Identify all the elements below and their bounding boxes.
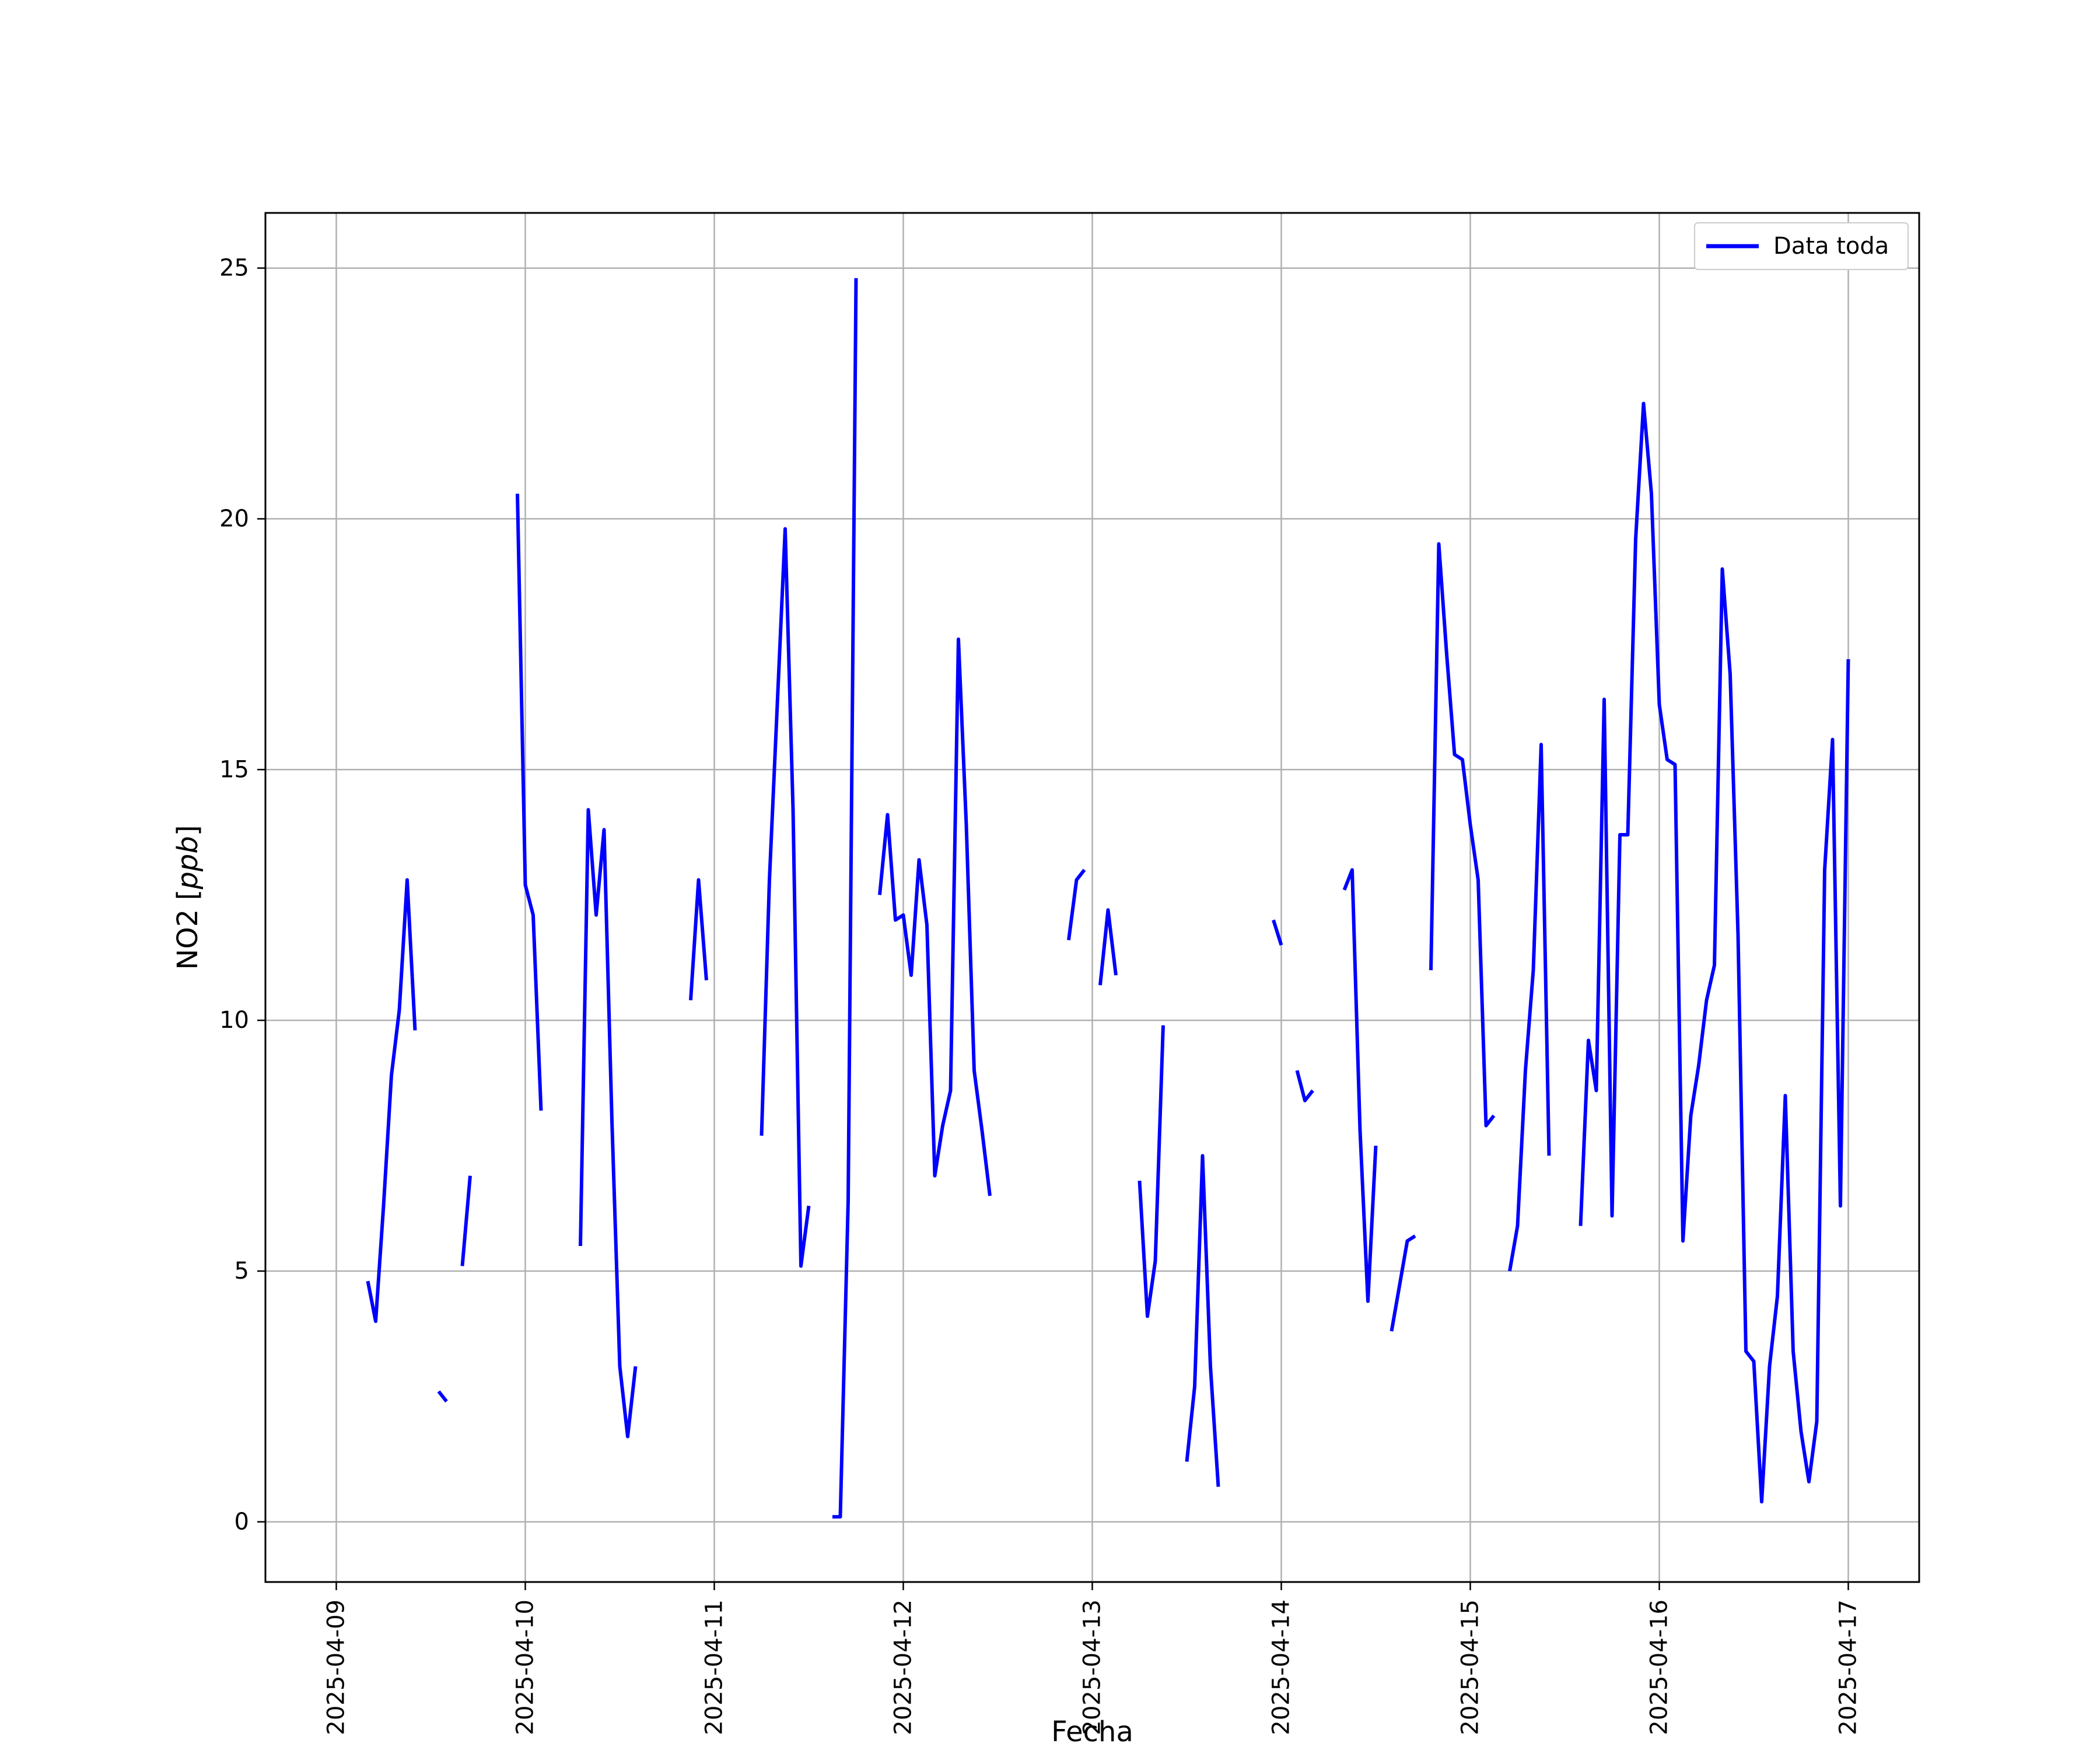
x-tick-label: 2025-04-14 bbox=[1268, 1600, 1295, 1735]
y-axis-title: NO2 [ppb] bbox=[172, 825, 204, 970]
y-tick-label: 15 bbox=[219, 756, 249, 783]
series-line-segment bbox=[1185, 1154, 1220, 1487]
legend-box bbox=[1694, 222, 1909, 270]
series-line-segment bbox=[1508, 743, 1551, 1272]
x-tick-label: 2025-04-09 bbox=[323, 1600, 350, 1735]
x-tick-label: 2025-04-13 bbox=[1079, 1600, 1106, 1735]
series-line-segment bbox=[1342, 868, 1378, 1303]
x-tick-label: 2025-04-17 bbox=[1835, 1600, 1862, 1735]
series-line-segment bbox=[1578, 401, 1850, 1504]
y-tick-label: 25 bbox=[219, 255, 249, 282]
series-lines bbox=[366, 278, 1850, 1519]
series-line-segment bbox=[579, 808, 638, 1438]
y-axis-title-close: ] bbox=[172, 825, 204, 836]
grid-lines bbox=[265, 213, 1919, 1582]
series-line-segment bbox=[1098, 908, 1118, 986]
x-tick-label: 2025-04-16 bbox=[1646, 1600, 1673, 1735]
series-line-segment bbox=[1429, 542, 1496, 1128]
x-tick-label: 2025-04-11 bbox=[701, 1600, 728, 1735]
series-line-segment bbox=[460, 1175, 472, 1266]
y-axis-title-unit: ppb bbox=[172, 836, 204, 890]
series-line-segment bbox=[516, 494, 543, 1111]
series-line-segment bbox=[689, 878, 708, 1000]
series-line-segment bbox=[1295, 1070, 1314, 1102]
legend-label-data-toda: Data toda bbox=[1773, 233, 1889, 260]
series-line-segment bbox=[1390, 1234, 1416, 1332]
series-line-segment bbox=[832, 278, 858, 1519]
x-axis-title: Fecha bbox=[1051, 1716, 1133, 1748]
series-line-segment bbox=[760, 527, 811, 1268]
y-tick-label: 0 bbox=[235, 1508, 249, 1535]
series-line-segment bbox=[366, 878, 417, 1323]
y-axis: 0 5 10 15 20 25 bbox=[219, 255, 265, 1535]
y-axis-title-main: NO2 [ bbox=[172, 889, 204, 970]
series-line-segment bbox=[1272, 919, 1283, 946]
series-line-segment bbox=[437, 1390, 448, 1403]
legend: Data toda bbox=[1694, 222, 1909, 270]
series-line-segment bbox=[878, 637, 992, 1196]
x-tick-label: 2025-04-12 bbox=[890, 1600, 917, 1735]
x-tick-label: 2025-04-15 bbox=[1457, 1600, 1484, 1735]
y-tick-label: 20 bbox=[219, 505, 249, 532]
series-line-segment bbox=[1067, 869, 1086, 940]
x-axis: 2025-04-09 2025-04-10 2025-04-11 2025-04-12… bbox=[323, 1582, 1862, 1735]
y-tick-label: 10 bbox=[219, 1007, 249, 1034]
series-line-segment bbox=[1138, 1025, 1165, 1318]
x-tick-label: 2025-04-10 bbox=[512, 1600, 539, 1735]
y-tick-label: 5 bbox=[235, 1258, 249, 1284]
